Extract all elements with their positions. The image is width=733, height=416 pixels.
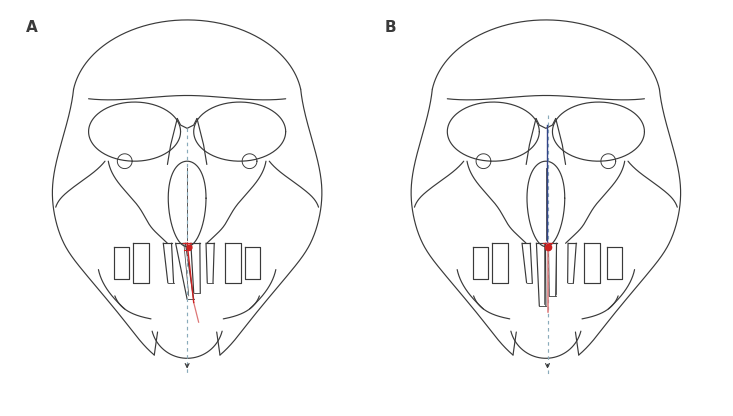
Text: A: A — [26, 20, 38, 35]
Text: B: B — [385, 20, 397, 35]
